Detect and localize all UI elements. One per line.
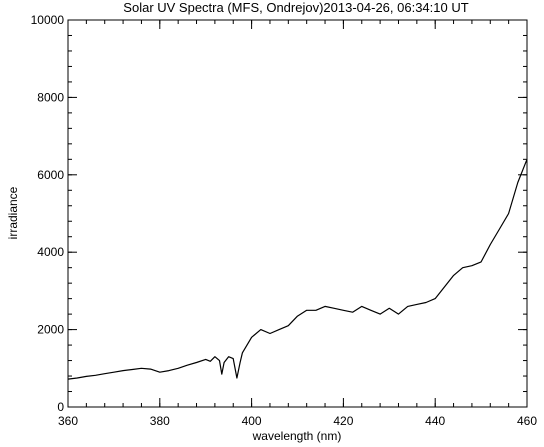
y-tick-label: 6000 — [37, 168, 64, 182]
y-axis-label: irradiance — [6, 186, 20, 239]
y-tick-label: 4000 — [37, 245, 64, 259]
y-tick-label: 10000 — [31, 13, 65, 27]
series-layer — [67, 159, 528, 380]
spectrum-line — [67, 159, 528, 380]
x-tick-label: 400 — [242, 414, 262, 428]
axis-ticks — [67, 19, 528, 408]
x-tick-label: 380 — [150, 414, 170, 428]
x-axis-label: wavelength (nm) — [252, 429, 342, 443]
chart-title: Solar UV Spectra (MFS, Ondrejov)2013-04-… — [123, 0, 468, 15]
axis-tick-labels: 360 380 400 420 440 460 0 2000 4000 6000 8000 10000 — [31, 13, 538, 428]
x-tick-label: 440 — [425, 414, 445, 428]
y-tick-label: 0 — [57, 400, 64, 414]
plot-frame — [67, 19, 528, 408]
x-tick-label: 360 — [58, 414, 78, 428]
x-tick-label: 460 — [517, 414, 537, 428]
y-tick-label: 8000 — [37, 90, 64, 104]
x-tick-label: 420 — [333, 414, 353, 428]
y-tick-label: 2000 — [37, 323, 64, 337]
